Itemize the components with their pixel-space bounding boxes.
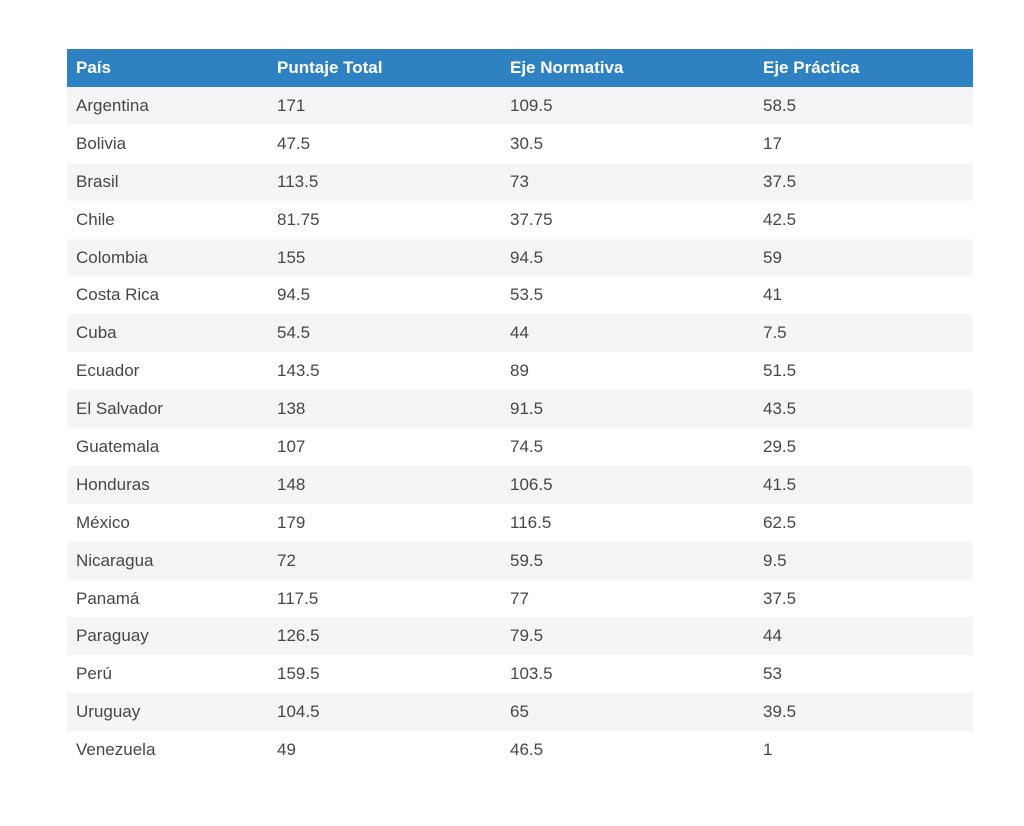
cell-puntaje-total: 47.5 [277, 133, 311, 153]
table-row: Chile 81.75 37.75 42.5 [67, 200, 973, 239]
table-row: Costa Rica 94.5 53.5 41 [67, 276, 973, 315]
header-eje-normativa: Eje Normativa [510, 58, 624, 77]
cell-eje-normativa: 30.5 [510, 133, 544, 153]
cell-eje-practica: 17 [763, 133, 782, 153]
cell-puntaje-total: 72 [277, 550, 296, 570]
cell-puntaje-total: 107 [277, 436, 306, 456]
cell-eje-practica: 9.5 [763, 550, 787, 570]
cell-country: Honduras [76, 474, 150, 494]
header-pais: País [76, 58, 111, 77]
table-row: Uruguay 104.5 65 39.5 [67, 693, 973, 732]
cell-country: Bolivia [76, 133, 127, 153]
table-header: País Puntaje Total Eje Normativa Eje Prá… [67, 49, 973, 87]
cell-country: Cuba [76, 323, 117, 343]
cell-eje-normativa: 59.5 [510, 550, 544, 570]
cell-puntaje-total: 155 [277, 247, 306, 267]
cell-eje-normativa: 79.5 [510, 626, 544, 646]
cell-eje-normativa: 37.75 [510, 209, 553, 229]
cell-eje-normativa: 94.5 [510, 247, 544, 267]
header-eje-practica: Eje Práctica [763, 58, 860, 77]
cell-eje-practica: 58.5 [763, 95, 797, 115]
cell-puntaje-total: 49 [277, 740, 296, 760]
table-row: Bolivia 47.5 30.5 17 [67, 124, 973, 163]
table-row: Brasil 113.5 73 37.5 [67, 162, 973, 201]
cell-eje-normativa: 106.5 [510, 474, 553, 494]
cell-country: México [76, 512, 130, 532]
cell-eje-practica: 7.5 [763, 323, 787, 343]
country-scores-table: País Puntaje Total Eje Normativa Eje Prá… [67, 49, 973, 770]
cell-eje-practica: 39.5 [763, 702, 797, 722]
header-row: País Puntaje Total Eje Normativa Eje Prá… [67, 49, 973, 87]
cell-eje-normativa: 116.5 [510, 512, 552, 532]
cell-puntaje-total: 179 [277, 512, 306, 532]
table-row: Paraguay 126.5 79.5 44 [67, 617, 973, 656]
table-row: Guatemala 107 74.5 29.5 [67, 428, 973, 466]
cell-puntaje-total: 54.5 [277, 323, 311, 343]
cell-country: Venezuela [76, 740, 156, 760]
cell-puntaje-total: 81.75 [277, 209, 320, 229]
cell-eje-practica: 43.5 [763, 399, 797, 419]
cell-puntaje-total: 148 [277, 474, 306, 494]
cell-country: Chile [76, 209, 115, 229]
table-row: Cuba 54.5 44 7.5 [67, 314, 973, 353]
cell-country: Ecuador [76, 361, 140, 381]
cell-puntaje-total: 117.5 [277, 588, 319, 608]
table-row: Argentina 171 109.5 58.5 [67, 87, 973, 125]
table-row: Ecuador 143.5 89 51.5 [67, 352, 973, 391]
cell-country: Costa Rica [76, 285, 160, 305]
cell-puntaje-total: 94.5 [277, 285, 311, 305]
cell-country: Colombia [76, 247, 148, 267]
cell-country: Argentina [76, 95, 149, 115]
cell-eje-practica: 59 [763, 247, 782, 267]
cell-eje-normativa: 65 [510, 702, 529, 722]
cell-eje-normativa: 77 [510, 588, 529, 608]
cell-eje-normativa: 103.5 [510, 664, 553, 684]
cell-country: Panamá [76, 588, 140, 608]
cell-eje-normativa: 73 [510, 171, 529, 191]
cell-eje-practica: 42.5 [763, 209, 797, 229]
data-table-container: País Puntaje Total Eje Normativa Eje Prá… [67, 49, 973, 770]
table-row: Venezuela 49 46.5 1 [67, 731, 973, 770]
table-row: Colombia 155 94.5 59 [67, 238, 973, 277]
table-row: El Salvador 138 91.5 43.5 [67, 390, 973, 429]
cell-eje-practica: 1 [763, 740, 773, 760]
cell-eje-practica: 53 [763, 664, 782, 684]
cell-country: Brasil [76, 171, 119, 191]
cell-puntaje-total: 104.5 [277, 702, 320, 722]
cell-eje-practica: 29.5 [763, 436, 797, 456]
cell-country: Guatemala [76, 436, 160, 456]
cell-eje-normativa: 53.5 [510, 285, 544, 305]
table-row: Nicaragua 72 59.5 9.5 [67, 541, 973, 580]
cell-eje-normativa: 44 [510, 323, 529, 343]
cell-eje-practica: 41.5 [763, 474, 797, 494]
cell-eje-normativa: 46.5 [510, 740, 544, 760]
cell-eje-practica: 41 [763, 285, 782, 305]
cell-eje-practica: 44 [763, 626, 782, 646]
cell-eje-normativa: 74.5 [510, 436, 544, 456]
cell-eje-normativa: 91.5 [510, 399, 544, 419]
table-row: Honduras 148 106.5 41.5 [67, 465, 973, 504]
cell-country: Perú [76, 664, 112, 684]
cell-puntaje-total: 159.5 [277, 664, 320, 684]
cell-eje-practica: 62.5 [763, 512, 797, 532]
cell-country: Uruguay [76, 702, 141, 722]
table-row: México 179 116.5 62.5 [67, 503, 973, 542]
cell-country: El Salvador [76, 399, 163, 419]
cell-puntaje-total: 126.5 [277, 626, 320, 646]
cell-eje-normativa: 109.5 [510, 95, 553, 115]
cell-eje-practica: 37.5 [763, 588, 797, 608]
table-row: Panamá 117.5 77 37.5 [67, 579, 973, 618]
cell-country: Paraguay [76, 626, 149, 646]
cell-eje-practica: 51.5 [763, 361, 797, 381]
cell-puntaje-total: 143.5 [277, 361, 320, 381]
header-puntaje-total: Puntaje Total [277, 58, 383, 77]
table-row: Perú 159.5 103.5 53 [67, 655, 973, 694]
cell-eje-practica: 37.5 [763, 171, 797, 191]
cell-puntaje-total: 113.5 [277, 171, 319, 191]
cell-eje-normativa: 89 [510, 361, 529, 381]
cell-puntaje-total: 171 [277, 95, 306, 115]
cell-puntaje-total: 138 [277, 399, 306, 419]
cell-country: Nicaragua [76, 550, 154, 570]
table-body: Argentina 171 109.5 58.5 Bolivia 47.5 30.5 17 Br… [67, 87, 973, 770]
